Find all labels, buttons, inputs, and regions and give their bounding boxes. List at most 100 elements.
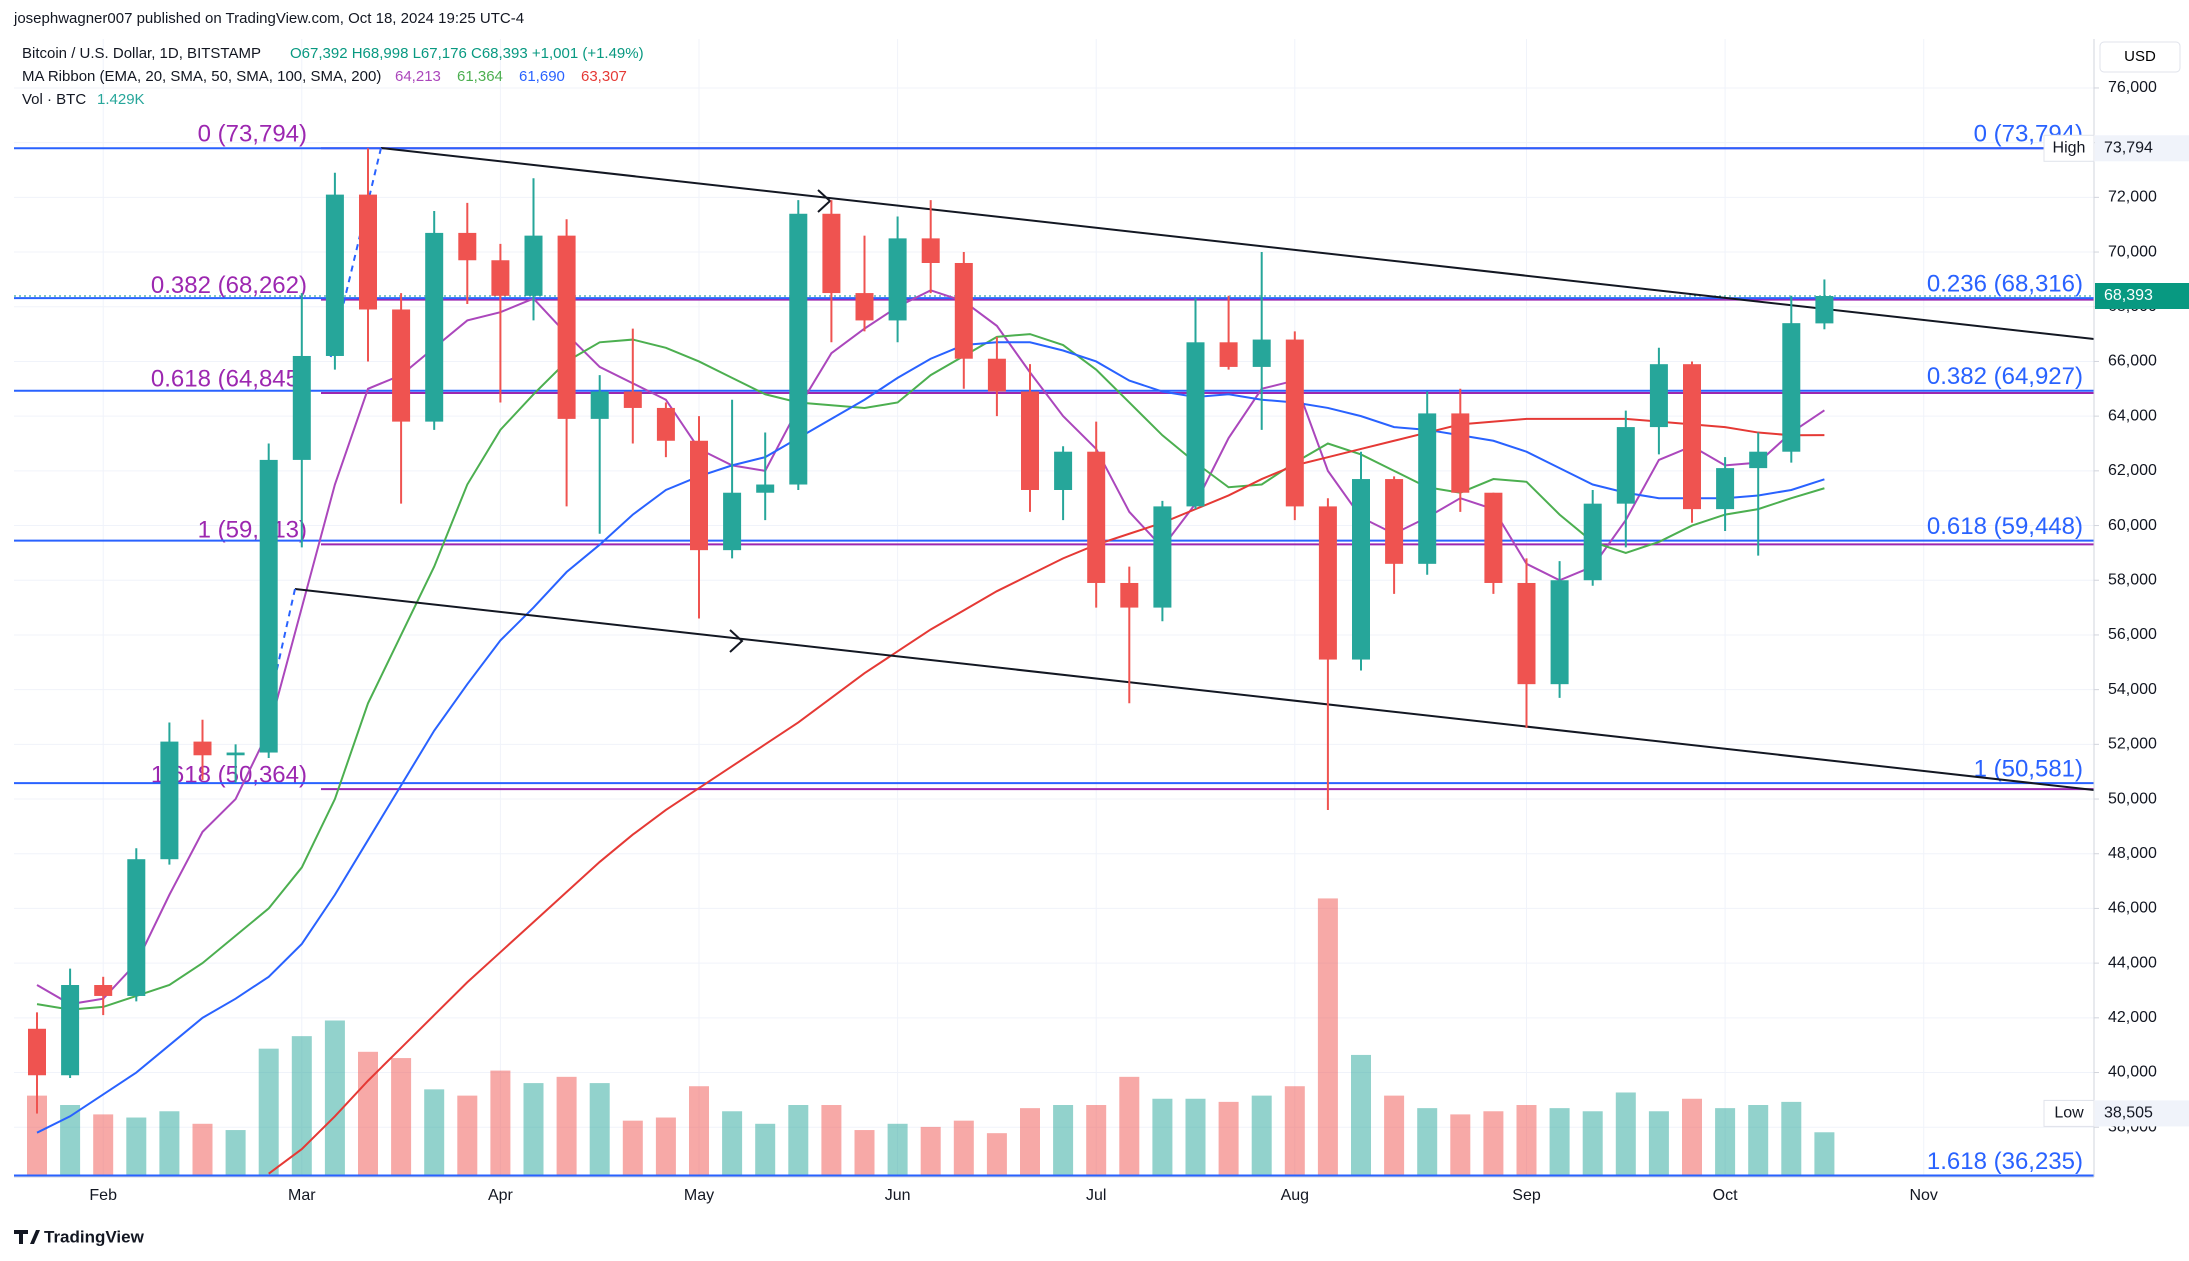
candle-body — [425, 232, 444, 422]
y-tick-label: 42,000 — [2108, 1009, 2157, 1026]
volume-bar — [192, 1123, 213, 1177]
currency[interactable]: USD — [2124, 48, 2156, 65]
candle-body — [756, 484, 775, 493]
volume-bar — [622, 1120, 643, 1177]
volume-bar — [1020, 1108, 1040, 1177]
axis-layer: 38,00040,00042,00044,00046,00048,00050,0… — [89, 79, 2189, 1204]
candle-body — [359, 194, 377, 310]
candle-body — [1782, 323, 1801, 452]
candle-body — [1219, 342, 1238, 367]
trend-lines — [269, 147, 2094, 791]
candle-body — [1186, 342, 1205, 507]
price-tag-label: 38,505 — [2104, 1105, 2153, 1122]
arrow — [817, 189, 832, 213]
x-tick-label: Jun — [885, 1187, 911, 1204]
y-tick-label: 56,000 — [2108, 626, 2157, 643]
price-tag-label: 68,393 — [2104, 287, 2153, 304]
candle-body — [590, 391, 609, 419]
y-tick-label: 66,000 — [2108, 353, 2157, 370]
volume-bar — [1615, 1092, 1636, 1177]
publisher: josephwagner007 published on TradingView… — [13, 10, 524, 27]
ma-legend: MA Ribbon (EMA, 20, SMA, 50, SMA, 100, S… — [22, 68, 381, 85]
fib-label: 0.382 (68,262) — [151, 272, 307, 299]
ma-legend-value: 61,690 — [519, 68, 565, 85]
fib-layer: 0 (73,794) 0.382 (68,262) 0.618 (64,845) 1 … — [14, 121, 2094, 1177]
candle-body — [723, 492, 742, 551]
price-tag — [2095, 1100, 2189, 1127]
volume-bar — [1715, 1108, 1736, 1177]
volume-bar — [1152, 1098, 1173, 1177]
volume-bar — [1648, 1111, 1669, 1177]
volume-bar — [490, 1070, 511, 1177]
candle-body — [954, 262, 973, 359]
candle-body — [855, 293, 874, 321]
x-tick-label: Apr — [488, 1187, 514, 1204]
volume-bar — [589, 1083, 610, 1177]
y-tick-label: 60,000 — [2108, 517, 2157, 534]
lower-trend-line — [294, 588, 2094, 791]
arrow — [729, 629, 744, 653]
candle-body — [127, 859, 146, 996]
candle-body — [1418, 413, 1437, 564]
volume-bar — [60, 1105, 81, 1177]
candle-body — [259, 459, 278, 753]
fib-label: 0.618 (59,448) — [1927, 513, 2083, 540]
volume-bar — [258, 1048, 279, 1177]
candle-body — [1815, 296, 1834, 324]
candle-body — [28, 1028, 46, 1076]
candle-body — [1749, 451, 1768, 469]
footer: TradingView — [44, 1227, 145, 1246]
candle-body — [1021, 391, 1039, 490]
volume-bar — [225, 1130, 246, 1177]
volume-bar — [1119, 1076, 1140, 1177]
ma-line — [36, 341, 1825, 1134]
candle-body — [94, 985, 113, 996]
candle-body — [987, 358, 1006, 392]
volume-legend-value: 1.429K — [97, 91, 145, 108]
y-tick-label: 44,000 — [2108, 954, 2157, 971]
volume-bar — [821, 1105, 842, 1177]
candle-body — [1649, 364, 1668, 428]
fib-label: 1.618 (36,235) — [1927, 1148, 2083, 1175]
x-tick-label: Jul — [1086, 1187, 1106, 1204]
volume-bar — [1417, 1108, 1438, 1177]
candle-body — [1352, 479, 1370, 660]
price-tag-name-box — [2043, 134, 2095, 162]
candle-body — [1484, 492, 1503, 583]
candle-body — [789, 213, 808, 485]
candle-body — [623, 391, 642, 408]
volume-bar — [1185, 1098, 1206, 1177]
fib-label: 0.382 (64,927) — [1927, 363, 2083, 390]
fib-label: 0.618 (64,845) — [151, 365, 307, 392]
currency-button[interactable] — [2099, 41, 2181, 73]
candle-body — [690, 440, 708, 551]
candle-body — [1120, 582, 1139, 608]
candle-body — [1252, 339, 1271, 367]
candle-body — [1285, 339, 1304, 507]
x-tick-label: Oct — [1713, 1187, 1738, 1204]
volume-bar — [1781, 1101, 1802, 1177]
volume-bar — [1351, 1054, 1371, 1177]
fib-label: 1 (59,313) — [198, 517, 307, 544]
volume-bar — [920, 1126, 941, 1177]
ma-line — [36, 333, 1825, 1011]
price-tag-label: 73,794 — [2104, 140, 2153, 157]
candles-layer — [28, 148, 1834, 1114]
x-tick-label: Nov — [1909, 1187, 1937, 1204]
volume-bar — [1682, 1098, 1702, 1177]
candle-body — [656, 407, 675, 441]
x-tick-label: Sep — [1512, 1187, 1541, 1204]
price-tag-name: High — [2053, 140, 2086, 157]
y-tick-label: 58,000 — [2108, 571, 2157, 588]
volume-bar — [788, 1105, 809, 1177]
x-tick-label: Feb — [89, 1187, 117, 1204]
volume-bar — [291, 1036, 312, 1177]
volume-bar — [1251, 1095, 1272, 1177]
volume-bar — [953, 1120, 974, 1177]
ma-legend-value: 64,213 — [395, 68, 441, 85]
candle-body — [1517, 582, 1536, 685]
upper-trend-line — [380, 147, 2094, 340]
x-tick-label: Aug — [1281, 1187, 1309, 1204]
candle-body — [61, 985, 80, 1076]
